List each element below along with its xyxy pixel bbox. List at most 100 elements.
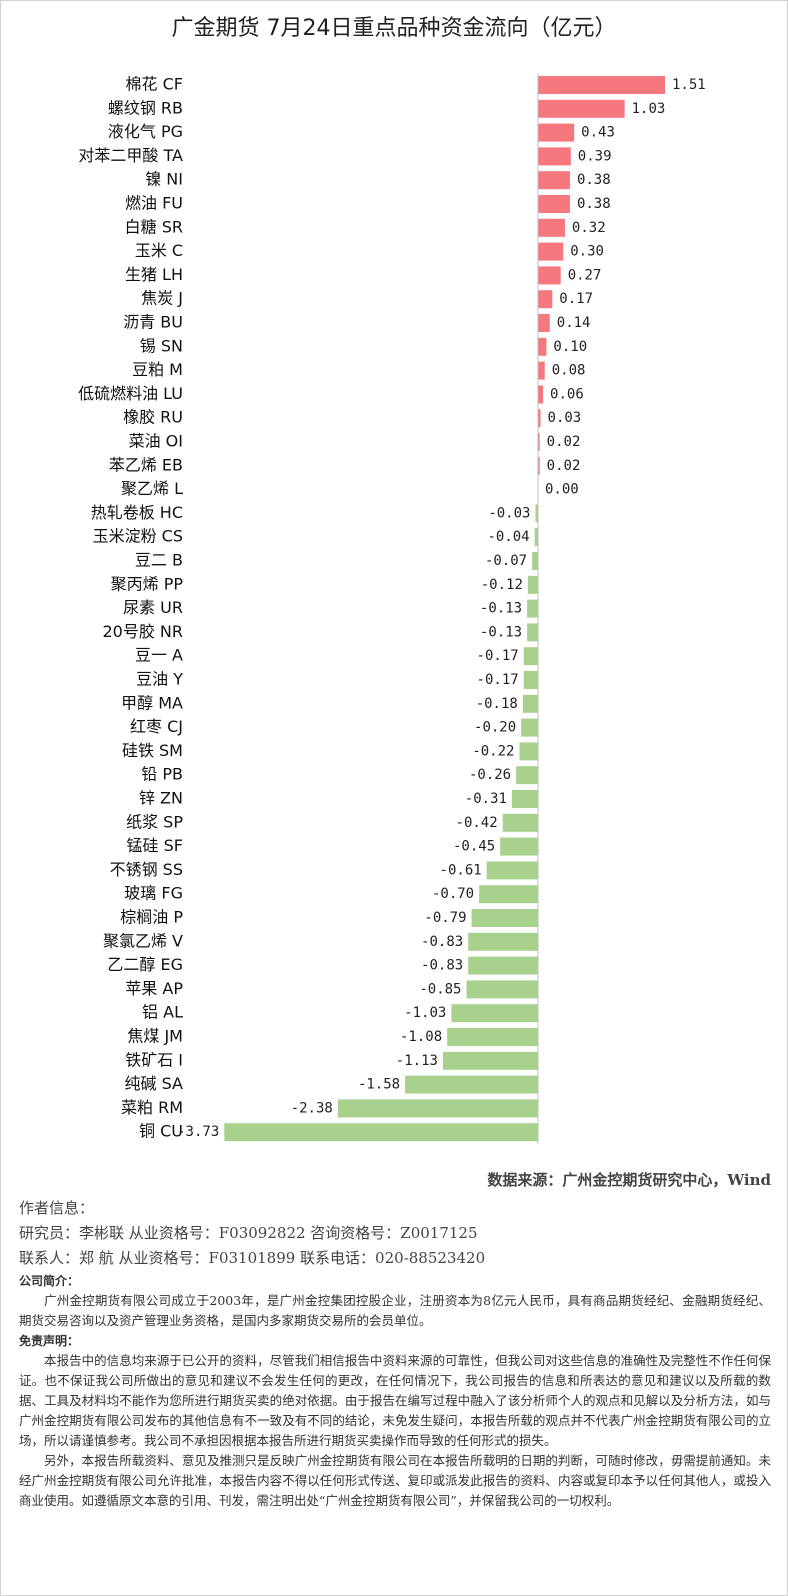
category-label: 20号胶 NR [102, 622, 183, 641]
category-label: 镍 NI [145, 170, 183, 189]
value-label: -3.73 [177, 1124, 219, 1140]
bar [538, 337, 547, 356]
bar [468, 956, 538, 975]
value-label: -0.03 [488, 505, 530, 521]
bar [532, 552, 538, 570]
value-label: -1.58 [358, 1077, 400, 1093]
bar [486, 861, 538, 880]
disclaimer-text: 另外，本报告所载资料、意见及推测只是反映广州金控期货有限公司在本报告所载明的日期… [19, 1453, 771, 1508]
bar [538, 147, 571, 166]
bar [538, 290, 553, 309]
category-label: 沥青 BU [123, 313, 183, 332]
value-label: -0.83 [421, 958, 463, 974]
value-label: 1.03 [632, 101, 666, 117]
value-label: 0.00 [545, 482, 579, 498]
bar [538, 385, 544, 404]
bar [538, 456, 540, 475]
bar [538, 195, 570, 213]
category-label: 尿素 UR [123, 598, 183, 617]
bar [538, 433, 540, 451]
value-label: -2.38 [291, 1100, 333, 1116]
bar [451, 1004, 538, 1023]
category-label: 不锈钢 SS [110, 860, 183, 879]
researcher: 研究员：李彬联 从业资格号：F03092822 咨询资格号：Z0017125 [19, 1224, 478, 1242]
disclaimer-text: 本报告中的信息均来源于已公开的资料，尽管我们相信报告中资料来源的可靠性，但我公司… [19, 1353, 771, 1448]
value-label: -0.79 [424, 910, 466, 926]
value-label: -1.03 [404, 1005, 446, 1021]
bar [502, 813, 538, 832]
author-heading: 作者信息： [19, 1199, 95, 1217]
value-label: 0.43 [581, 125, 615, 141]
value-label: -1.13 [396, 1053, 438, 1069]
bar [511, 790, 538, 808]
category-label: 热轧卷板 HC [91, 503, 183, 522]
bar [538, 266, 561, 285]
category-label: 玉米 C [135, 241, 183, 260]
bar [479, 885, 538, 904]
category-label: 棉花 CF [126, 75, 183, 94]
category-label: 橡胶 RU [123, 408, 183, 427]
value-label: -0.83 [421, 934, 463, 950]
value-label: -0.17 [477, 648, 519, 664]
category-label: 聚乙烯 L [121, 479, 183, 498]
category-label: 乙二醇 EG [107, 955, 183, 974]
bar [516, 766, 538, 785]
value-label: 0.02 [547, 434, 581, 450]
category-label: 菜粕 RM [121, 1098, 183, 1117]
category-label: 纸浆 SP [126, 812, 183, 831]
category-label: 甲醇 MA [121, 693, 183, 712]
bar [523, 647, 538, 666]
source: 数据来源：广州金控期货研究中心，Wind [487, 1171, 771, 1189]
bar [538, 314, 550, 332]
value-label: 0.39 [578, 148, 612, 164]
category-label: 低硫燃料油 LU [78, 384, 183, 403]
bar [466, 980, 538, 999]
value-label: 0.02 [547, 458, 581, 474]
category-label: 铜 CU [139, 1122, 183, 1141]
value-label: 0.06 [550, 386, 584, 402]
value-label: -0.04 [487, 529, 529, 545]
chart: 广金期货 7月24日重点品种资金流向（亿元） 棉花 CF 1.51 螺纹钢 RB 1.… [78, 16, 706, 1145]
value-label: 0.30 [570, 244, 604, 260]
category-label: 纯碱 SA [125, 1074, 184, 1093]
value-label: -0.22 [472, 743, 514, 759]
category-label: 豆二 B [135, 551, 183, 570]
category-label: 苯乙烯 EB [109, 455, 183, 474]
bar [519, 742, 538, 761]
category-label: 硅铁 SM [122, 741, 183, 760]
bar [224, 1123, 538, 1142]
value-label: -0.20 [474, 720, 516, 736]
value-label: 0.38 [577, 172, 611, 188]
bar [535, 504, 538, 523]
category-label: 铁矿石 I [125, 1050, 183, 1069]
value-label: 1.51 [672, 77, 706, 93]
bar [527, 575, 538, 594]
bar [521, 718, 538, 737]
value-label: -0.70 [432, 886, 474, 902]
bar [534, 528, 538, 547]
category-label: 苹果 AP [125, 979, 183, 998]
bar [442, 1051, 538, 1070]
chart-title: 广金期货 7月24日重点品种资金流向（亿元） [172, 16, 617, 41]
bar [500, 837, 538, 856]
category-label: 生猪 LH [125, 265, 183, 284]
value-label: 0.14 [557, 315, 591, 331]
value-label: -0.17 [477, 672, 519, 688]
value-label: -0.12 [481, 577, 523, 593]
category-label: 玉米淀粉 CS [93, 527, 183, 546]
bar [405, 1075, 538, 1094]
footer: 数据来源：广州金控期货研究中心，Wind 作者信息： 研究员：李彬联 从业资格号… [19, 1169, 771, 1511]
category-label: 焦煤 JM [127, 1027, 183, 1046]
bar [538, 99, 625, 118]
category-label: 对苯二甲酸 TA [78, 146, 183, 165]
category-label: 液化气 PG [108, 122, 183, 141]
company-heading: 公司简介： [19, 1274, 80, 1288]
bar [468, 932, 538, 951]
bar [523, 671, 538, 689]
bar [538, 242, 564, 261]
category-label: 棕榈油 P [120, 908, 183, 927]
value-label: -0.13 [480, 624, 522, 640]
category-label: 铅 PB [141, 765, 183, 784]
value-label: -0.61 [440, 862, 482, 878]
